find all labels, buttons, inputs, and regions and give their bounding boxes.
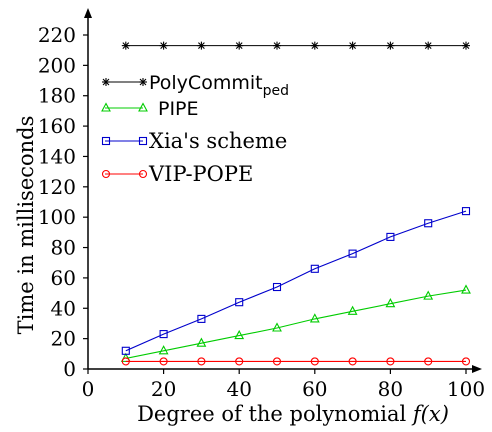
x-axis-label-variable: f(x): [411, 402, 449, 426]
legend-entry: Xia's scheme: [101, 129, 287, 153]
data-point: [424, 357, 433, 366]
y-axis-ticks: 0 20 40 60 80 100 120 140 160 180 200 220: [38, 23, 88, 381]
legend-label: VIP-POPE: [148, 162, 253, 186]
x-axis-label: Degree of the polynomial f(x): [137, 402, 449, 426]
legend-label-subscript: ped: [263, 83, 289, 99]
series-pipe: [120, 284, 471, 362]
x-tick-label: 0: [82, 377, 95, 401]
y-tick-label: 100: [38, 205, 76, 229]
legend-label-main: Xia's scheme: [149, 129, 287, 153]
data-point: [121, 357, 130, 366]
data-point: [272, 282, 282, 292]
y-tick-label: 160: [38, 114, 76, 138]
axes: [84, 8, 482, 373]
data-point: [273, 41, 281, 50]
data-point: [197, 41, 206, 50]
y-axis-arrow: [84, 8, 92, 18]
data-point: [235, 298, 244, 307]
legend-label-main: VIP-POPE: [148, 162, 253, 186]
data-point: [348, 357, 357, 366]
data-point: [348, 41, 357, 50]
legend-label: PIPE: [158, 98, 199, 120]
x-tick-label: 60: [302, 377, 327, 401]
x-tick-label: 80: [378, 377, 403, 401]
data-point: [197, 357, 206, 366]
data-point: [234, 329, 245, 340]
y-tick-label: 200: [38, 53, 76, 77]
y-tick-label: 40: [51, 296, 76, 320]
data-point: [461, 357, 471, 366]
data-point: [386, 357, 395, 366]
legend-marker: [102, 78, 110, 86]
legend-label: PolyCommitped: [149, 72, 289, 99]
legend-marker: [101, 136, 111, 146]
legend-marker: [139, 78, 147, 86]
data-point: [310, 357, 319, 366]
plot-area: [120, 41, 471, 366]
x-axis-ticks: 0 20 40 60 80 100: [82, 369, 485, 401]
legend-label: Xia's scheme: [149, 129, 287, 153]
legend-marker: [138, 169, 148, 179]
data-point: [235, 357, 244, 366]
legend-label-main: PolyCommit: [149, 72, 263, 94]
legend-marker: [101, 102, 111, 112]
x-axis-arrow: [472, 365, 482, 373]
data-point: [461, 207, 471, 216]
data-point: [347, 305, 358, 315]
y-tick-label: 140: [38, 144, 76, 168]
data-point: [159, 357, 168, 366]
y-tick-label: 20: [51, 327, 76, 351]
x-tick-label: 40: [226, 377, 251, 401]
data-point: [423, 290, 434, 300]
series-polycommit: [121, 41, 470, 50]
legend-entry: PolyCommitped: [102, 72, 289, 99]
data-point: [272, 357, 282, 366]
data-point: [348, 249, 357, 258]
series-line: [125, 289, 467, 359]
data-point: [121, 41, 130, 50]
series-xia-s-scheme: [121, 207, 471, 355]
data-point: [461, 284, 471, 294]
data-point: [159, 330, 168, 339]
data-point: [309, 313, 320, 323]
legend-marker: [101, 169, 111, 179]
data-point: [424, 41, 433, 50]
legend-marker: [138, 102, 148, 112]
y-tick-label: 180: [38, 84, 76, 108]
y-tick-label: 60: [51, 266, 76, 290]
data-point: [310, 264, 319, 273]
data-point: [159, 41, 168, 50]
data-point: [385, 298, 396, 308]
x-tick-label: 100: [447, 377, 485, 401]
data-point: [386, 232, 395, 241]
data-point: [235, 41, 244, 50]
data-point: [158, 345, 169, 355]
y-tick-label: 120: [38, 175, 76, 199]
data-point: [424, 219, 433, 228]
series-vip-pope: [121, 357, 471, 366]
legend-label-main: PIPE: [158, 98, 199, 120]
y-tick-label: 80: [51, 236, 76, 260]
data-point: [462, 41, 470, 50]
series-line: [125, 210, 467, 352]
data-point: [196, 337, 207, 347]
legend-marker: [138, 136, 148, 146]
data-point: [197, 314, 206, 323]
x-axis-label-text: Degree of the polynomial: [137, 402, 413, 426]
legend-entry: PIPE: [101, 98, 199, 120]
x-tick-label: 20: [151, 377, 176, 401]
data-point: [310, 41, 319, 50]
data-point: [272, 322, 282, 332]
y-tick-label: 220: [38, 23, 76, 47]
legend-entry: VIP-POPE: [101, 162, 253, 186]
data-point: [121, 346, 130, 355]
y-axis-label: Time in milliseconds: [14, 116, 38, 335]
data-point: [386, 41, 395, 50]
y-tick-label: 0: [63, 357, 76, 381]
